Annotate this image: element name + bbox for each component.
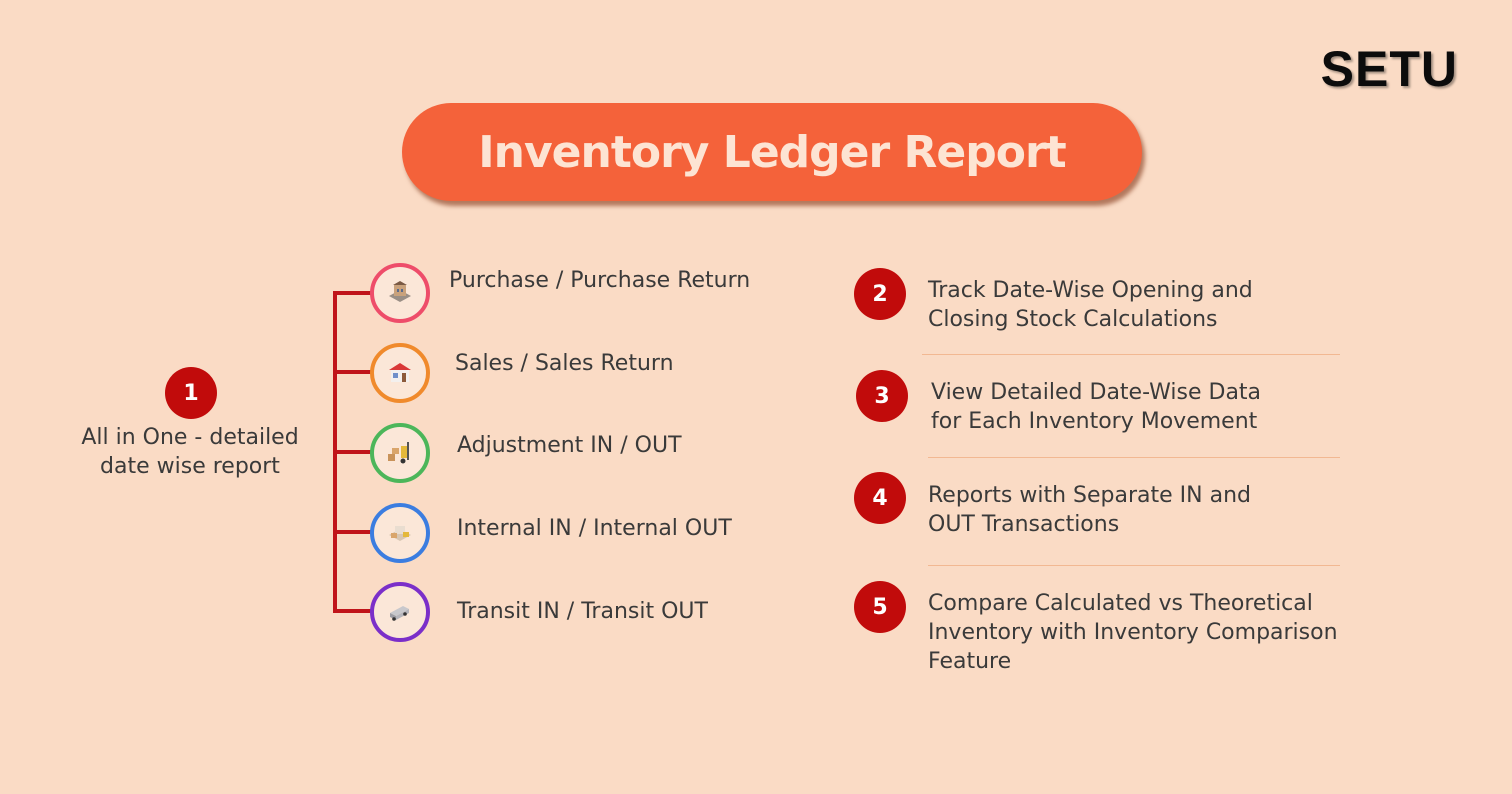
forklift-boxes-icon bbox=[388, 442, 409, 464]
divider bbox=[928, 565, 1340, 566]
divider bbox=[928, 457, 1340, 458]
left-description: All in One - detailed date wise report bbox=[60, 423, 320, 481]
shop-building-icon bbox=[389, 281, 411, 302]
delivery-truck-icon bbox=[390, 606, 409, 621]
store-icon bbox=[389, 363, 411, 382]
number-badge-3: 3 bbox=[856, 370, 908, 422]
bracket-branch bbox=[333, 530, 373, 534]
bracket-branch bbox=[333, 450, 373, 454]
internal-transfer-icon bbox=[389, 526, 411, 541]
feature-5-line2: Inventory with Inventory Comparison bbox=[928, 620, 1338, 645]
bracket-branch bbox=[333, 291, 373, 295]
feature-2-line2: Closing Stock Calculations bbox=[928, 307, 1218, 332]
page-title: Inventory Ledger Report bbox=[478, 126, 1066, 178]
feature-text-5: Compare Calculated vs Theoretical Invent… bbox=[928, 589, 1398, 676]
category-icon-ring-3 bbox=[370, 423, 430, 483]
feature-5-line3: Feature bbox=[928, 649, 1012, 674]
divider bbox=[922, 354, 1340, 355]
left-description-line1: All in One - detailed bbox=[81, 425, 299, 450]
setu-logo: SETU bbox=[1320, 41, 1458, 97]
feature-3-line2: for Each Inventory Movement bbox=[931, 409, 1258, 434]
category-label-1: Purchase / Purchase Return bbox=[449, 268, 751, 293]
category-label-2: Sales / Sales Return bbox=[455, 351, 674, 376]
title-banner: Inventory Ledger Report bbox=[402, 103, 1142, 201]
bracket-branch bbox=[333, 609, 373, 613]
category-label-5: Transit IN / Transit OUT bbox=[457, 599, 708, 624]
category-label-4: Internal IN / Internal OUT bbox=[457, 516, 732, 541]
number-badge-2: 2 bbox=[854, 268, 906, 320]
category-label-3: Adjustment IN / OUT bbox=[457, 433, 682, 458]
category-icon-ring-1 bbox=[370, 263, 430, 323]
category-icon-ring-4 bbox=[370, 503, 430, 563]
number-badge-1: 1 bbox=[165, 367, 217, 419]
left-description-line2: date wise report bbox=[100, 454, 280, 479]
feature-5-line1: Compare Calculated vs Theoretical bbox=[928, 591, 1313, 616]
feature-text-3: View Detailed Date-Wise Data for Each In… bbox=[931, 378, 1401, 436]
feature-text-4: Reports with Separate IN and OUT Transac… bbox=[928, 481, 1398, 539]
number-badge-4: 4 bbox=[854, 472, 906, 524]
feature-3-line1: View Detailed Date-Wise Data bbox=[931, 380, 1262, 405]
category-icon-ring-2 bbox=[370, 343, 430, 403]
number-badge-5: 5 bbox=[854, 581, 906, 633]
feature-text-2: Track Date-Wise Opening and Closing Stoc… bbox=[928, 276, 1398, 334]
bracket-branch bbox=[333, 370, 373, 374]
feature-4-line1: Reports with Separate IN and bbox=[928, 483, 1252, 508]
feature-4-line2: OUT Transactions bbox=[928, 512, 1120, 537]
category-icon-ring-5 bbox=[370, 582, 430, 642]
feature-2-line1: Track Date-Wise Opening and bbox=[928, 278, 1253, 303]
